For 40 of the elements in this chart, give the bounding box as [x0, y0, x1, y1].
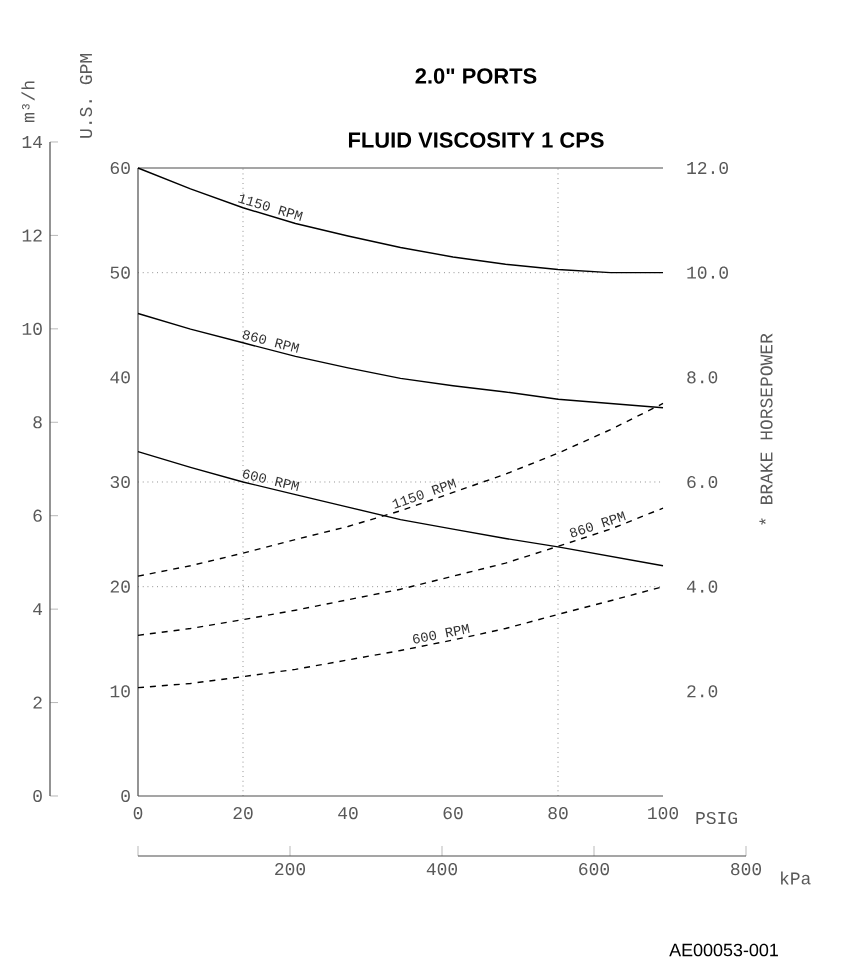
x2-tick-label: 200 [275, 863, 306, 876]
chart-subtitle: FLUID VISCOSITY 1 CPS [348, 132, 604, 148]
y3-tick-label: 0 [33, 789, 42, 803]
x-tick-label: 40 [338, 807, 358, 820]
y-tick-label: 30 [110, 475, 130, 489]
y2-tick-label: 2.0 [687, 685, 718, 698]
y-tick-label: 0 [121, 789, 130, 803]
y3-tick-label: 6 [33, 509, 42, 522]
y2-tick-label: 10.0 [687, 266, 728, 279]
x2-axis-title: kPa [781, 871, 811, 885]
x2-tick-label: 400 [426, 863, 458, 876]
y3-tick-label: 12 [22, 229, 42, 242]
x-tick-label: 80 [548, 807, 568, 820]
y-tick-label: 60 [110, 161, 130, 175]
y-axis-title: U.S. GPM [79, 54, 93, 138]
y3-tick-label: 8 [33, 416, 42, 429]
y3-axis-title: m³/h [21, 81, 35, 123]
y2-axis-title: * BRAKE HORSEPOWER [759, 333, 773, 525]
x-tick-label: 20 [233, 807, 253, 820]
y2-tick-label: 4.0 [686, 580, 718, 593]
y-tick-label: 20 [110, 580, 130, 593]
text: AE00053-001 [669, 943, 778, 957]
x-tick-label: 0 [133, 807, 143, 820]
line-series [137, 585, 664, 689]
y-tick-label: 10 [110, 685, 130, 698]
y3-tick-label: 14 [22, 136, 43, 148]
y3-tick-label: 10 [22, 322, 42, 335]
y-tick-label: 50 [110, 266, 130, 279]
x2-tick-label: 800 [731, 863, 762, 876]
x2-tick-label: 600 [579, 863, 610, 876]
chart-title: 2.0" PORTS [415, 68, 537, 84]
y2-tick-label: 6.0 [687, 475, 718, 489]
x-tick-label: 100 [648, 807, 679, 820]
y3-tick-label: 4 [33, 603, 43, 616]
y3-tick-label: 2 [33, 696, 42, 709]
y-tick-label: 40 [110, 371, 130, 384]
x-tick-label: 60 [443, 807, 463, 820]
y2-tick-label: 12.0 [687, 161, 728, 175]
x-axis-title: PSIG [696, 811, 737, 825]
y2-tick-label: 8.0 [687, 371, 718, 384]
